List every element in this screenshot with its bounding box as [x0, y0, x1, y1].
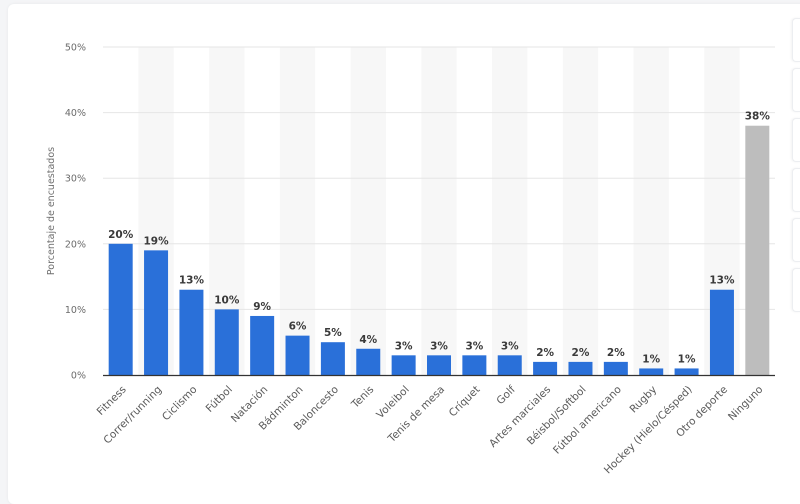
bar-value-label: 2%: [607, 347, 625, 359]
bar-value-label: 10%: [214, 294, 240, 306]
bar-value-label: 19%: [143, 235, 169, 247]
bar-value-label: 1%: [642, 353, 660, 365]
side-tab-1[interactable]: [792, 18, 800, 62]
bar[interactable]: [320, 342, 345, 375]
x-category-label: Artes marciales: [487, 384, 553, 450]
x-category-label: Fitness: [95, 384, 129, 418]
side-tab-3[interactable]: [792, 118, 800, 162]
side-tab-5[interactable]: [792, 218, 800, 262]
bar-value-label: 4%: [359, 334, 377, 346]
bar[interactable]: [745, 125, 770, 375]
x-category-label: Rugby: [627, 384, 659, 416]
bar[interactable]: [144, 250, 169, 375]
y-tick-label: 40%: [65, 108, 86, 119]
bar[interactable]: [250, 315, 275, 375]
x-category-label: Tenis: [349, 384, 377, 412]
y-tick-label: 30%: [65, 174, 86, 185]
column-band: [279, 47, 316, 375]
bar[interactable]: [462, 355, 487, 375]
column-band: [421, 47, 457, 375]
bar-value-label: 13%: [709, 275, 735, 287]
bar[interactable]: [391, 355, 416, 375]
bar-value-label: 3%: [430, 340, 448, 352]
bar-value-label: 2%: [536, 347, 554, 359]
side-tab-2[interactable]: [792, 68, 800, 112]
y-tick-label: 10%: [65, 305, 86, 316]
bar-value-label: 20%: [108, 229, 134, 241]
bar-value-label: 38%: [745, 111, 771, 123]
bar[interactable]: [533, 361, 558, 375]
bar[interactable]: [709, 289, 734, 375]
bar-value-label: 2%: [572, 347, 590, 359]
side-tab-6[interactable]: [792, 268, 800, 312]
bar-value-label: 1%: [678, 353, 696, 365]
bar[interactable]: [179, 289, 204, 375]
column-band: [562, 47, 599, 375]
y-tick-label: 20%: [65, 239, 86, 250]
chart-card: 0% 10% 20% 30% 40% 50% Porcentaje de encuestad…: [8, 4, 800, 504]
bar-chart: 0% 10% 20% 30% 40% 50% Porcentaje de encuestad…: [46, 43, 775, 476]
bar[interactable]: [427, 355, 451, 375]
bar-value-label: 6%: [289, 321, 307, 333]
x-category-label: Fútbol americano: [551, 384, 624, 457]
x-category-label: Ninguno: [726, 384, 765, 423]
column-band: [350, 47, 386, 375]
bar-value-label: 5%: [324, 327, 342, 339]
column-band: [633, 47, 669, 375]
column-band: [492, 47, 528, 375]
bar-value-label: 3%: [395, 340, 413, 352]
bar[interactable]: [497, 355, 522, 375]
bar[interactable]: [674, 368, 699, 375]
x-category-label: Críquet: [447, 384, 483, 420]
bar[interactable]: [285, 335, 310, 375]
x-category-label: Fútbol: [204, 384, 235, 415]
x-category-label: Golf: [494, 383, 518, 407]
bar[interactable]: [356, 348, 381, 375]
bar-value-label: 13%: [179, 275, 205, 287]
y-axis-title: Porcentaje de encuestados: [46, 147, 57, 275]
side-toolbar: [792, 18, 800, 318]
bar[interactable]: [214, 309, 239, 375]
y-tick-label: 50%: [65, 43, 86, 54]
side-tab-4[interactable]: [792, 168, 800, 212]
bar[interactable]: [603, 361, 628, 375]
x-category-label: Ciclismo: [160, 384, 200, 424]
bar[interactable]: [108, 243, 133, 375]
bar[interactable]: [568, 361, 593, 375]
bar-value-label: 9%: [253, 301, 271, 313]
bar[interactable]: [639, 368, 664, 375]
y-tick-label: 0%: [71, 371, 86, 382]
bar-value-label: 3%: [465, 340, 483, 352]
bar-value-label: 3%: [501, 340, 519, 352]
